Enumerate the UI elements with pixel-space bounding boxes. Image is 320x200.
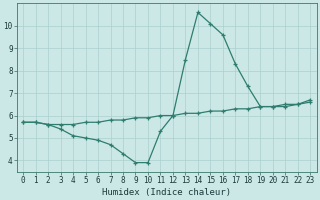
X-axis label: Humidex (Indice chaleur): Humidex (Indice chaleur)	[102, 188, 231, 197]
